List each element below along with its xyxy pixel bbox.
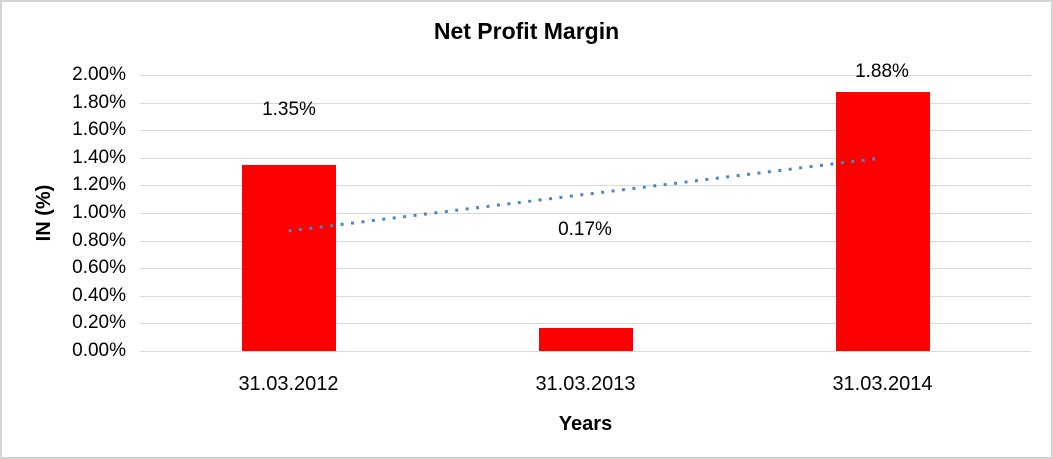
gridline [140, 240, 1031, 242]
data-label: 1.35% [262, 99, 316, 120]
gridline [140, 295, 1031, 297]
y-tick-label: 1.00% [72, 202, 126, 223]
y-axis-tick-labels: 0.00% 0.20% 0.40% 0.60% 0.80% 1.00% 1.20% 1.40%… [2, 2, 126, 457]
data-label: 1.88% [855, 61, 909, 82]
bar-31.03.2014 [835, 91, 930, 351]
gridline [140, 102, 1031, 104]
y-tick-label: 1.40% [72, 146, 126, 168]
y-tick-label: 0.60% [72, 257, 126, 279]
gridline [140, 351, 1031, 352]
x-category-label: 31.03.2013 [535, 373, 636, 395]
gridline [140, 323, 1031, 325]
y-tick-label: 0.40% [72, 284, 126, 306]
y-tick-label: 1.60% [72, 119, 126, 141]
bar-31.03.2012 [241, 164, 336, 351]
y-tick-label: 2.00% [72, 64, 126, 85]
y-tick-label: 1.80% [72, 91, 126, 113]
y-tick-label: 1.20% [72, 174, 126, 196]
data-label: 0.17% [558, 219, 612, 240]
gridline [140, 268, 1031, 270]
y-tick-label: 0.00% [72, 340, 126, 361]
gridline [140, 130, 1031, 132]
bar-31.03.2013 [538, 327, 633, 351]
y-tick-label: 0.80% [72, 229, 126, 251]
x-category-label: 31.03.2014 [832, 373, 933, 395]
chart-title: Net Profit Margin [433, 18, 620, 44]
y-tick-label: 0.20% [72, 312, 126, 334]
x-axis-title: Years [558, 413, 613, 435]
gridline [140, 75, 1031, 76]
x-category-label: 31.03.2012 [238, 373, 339, 395]
